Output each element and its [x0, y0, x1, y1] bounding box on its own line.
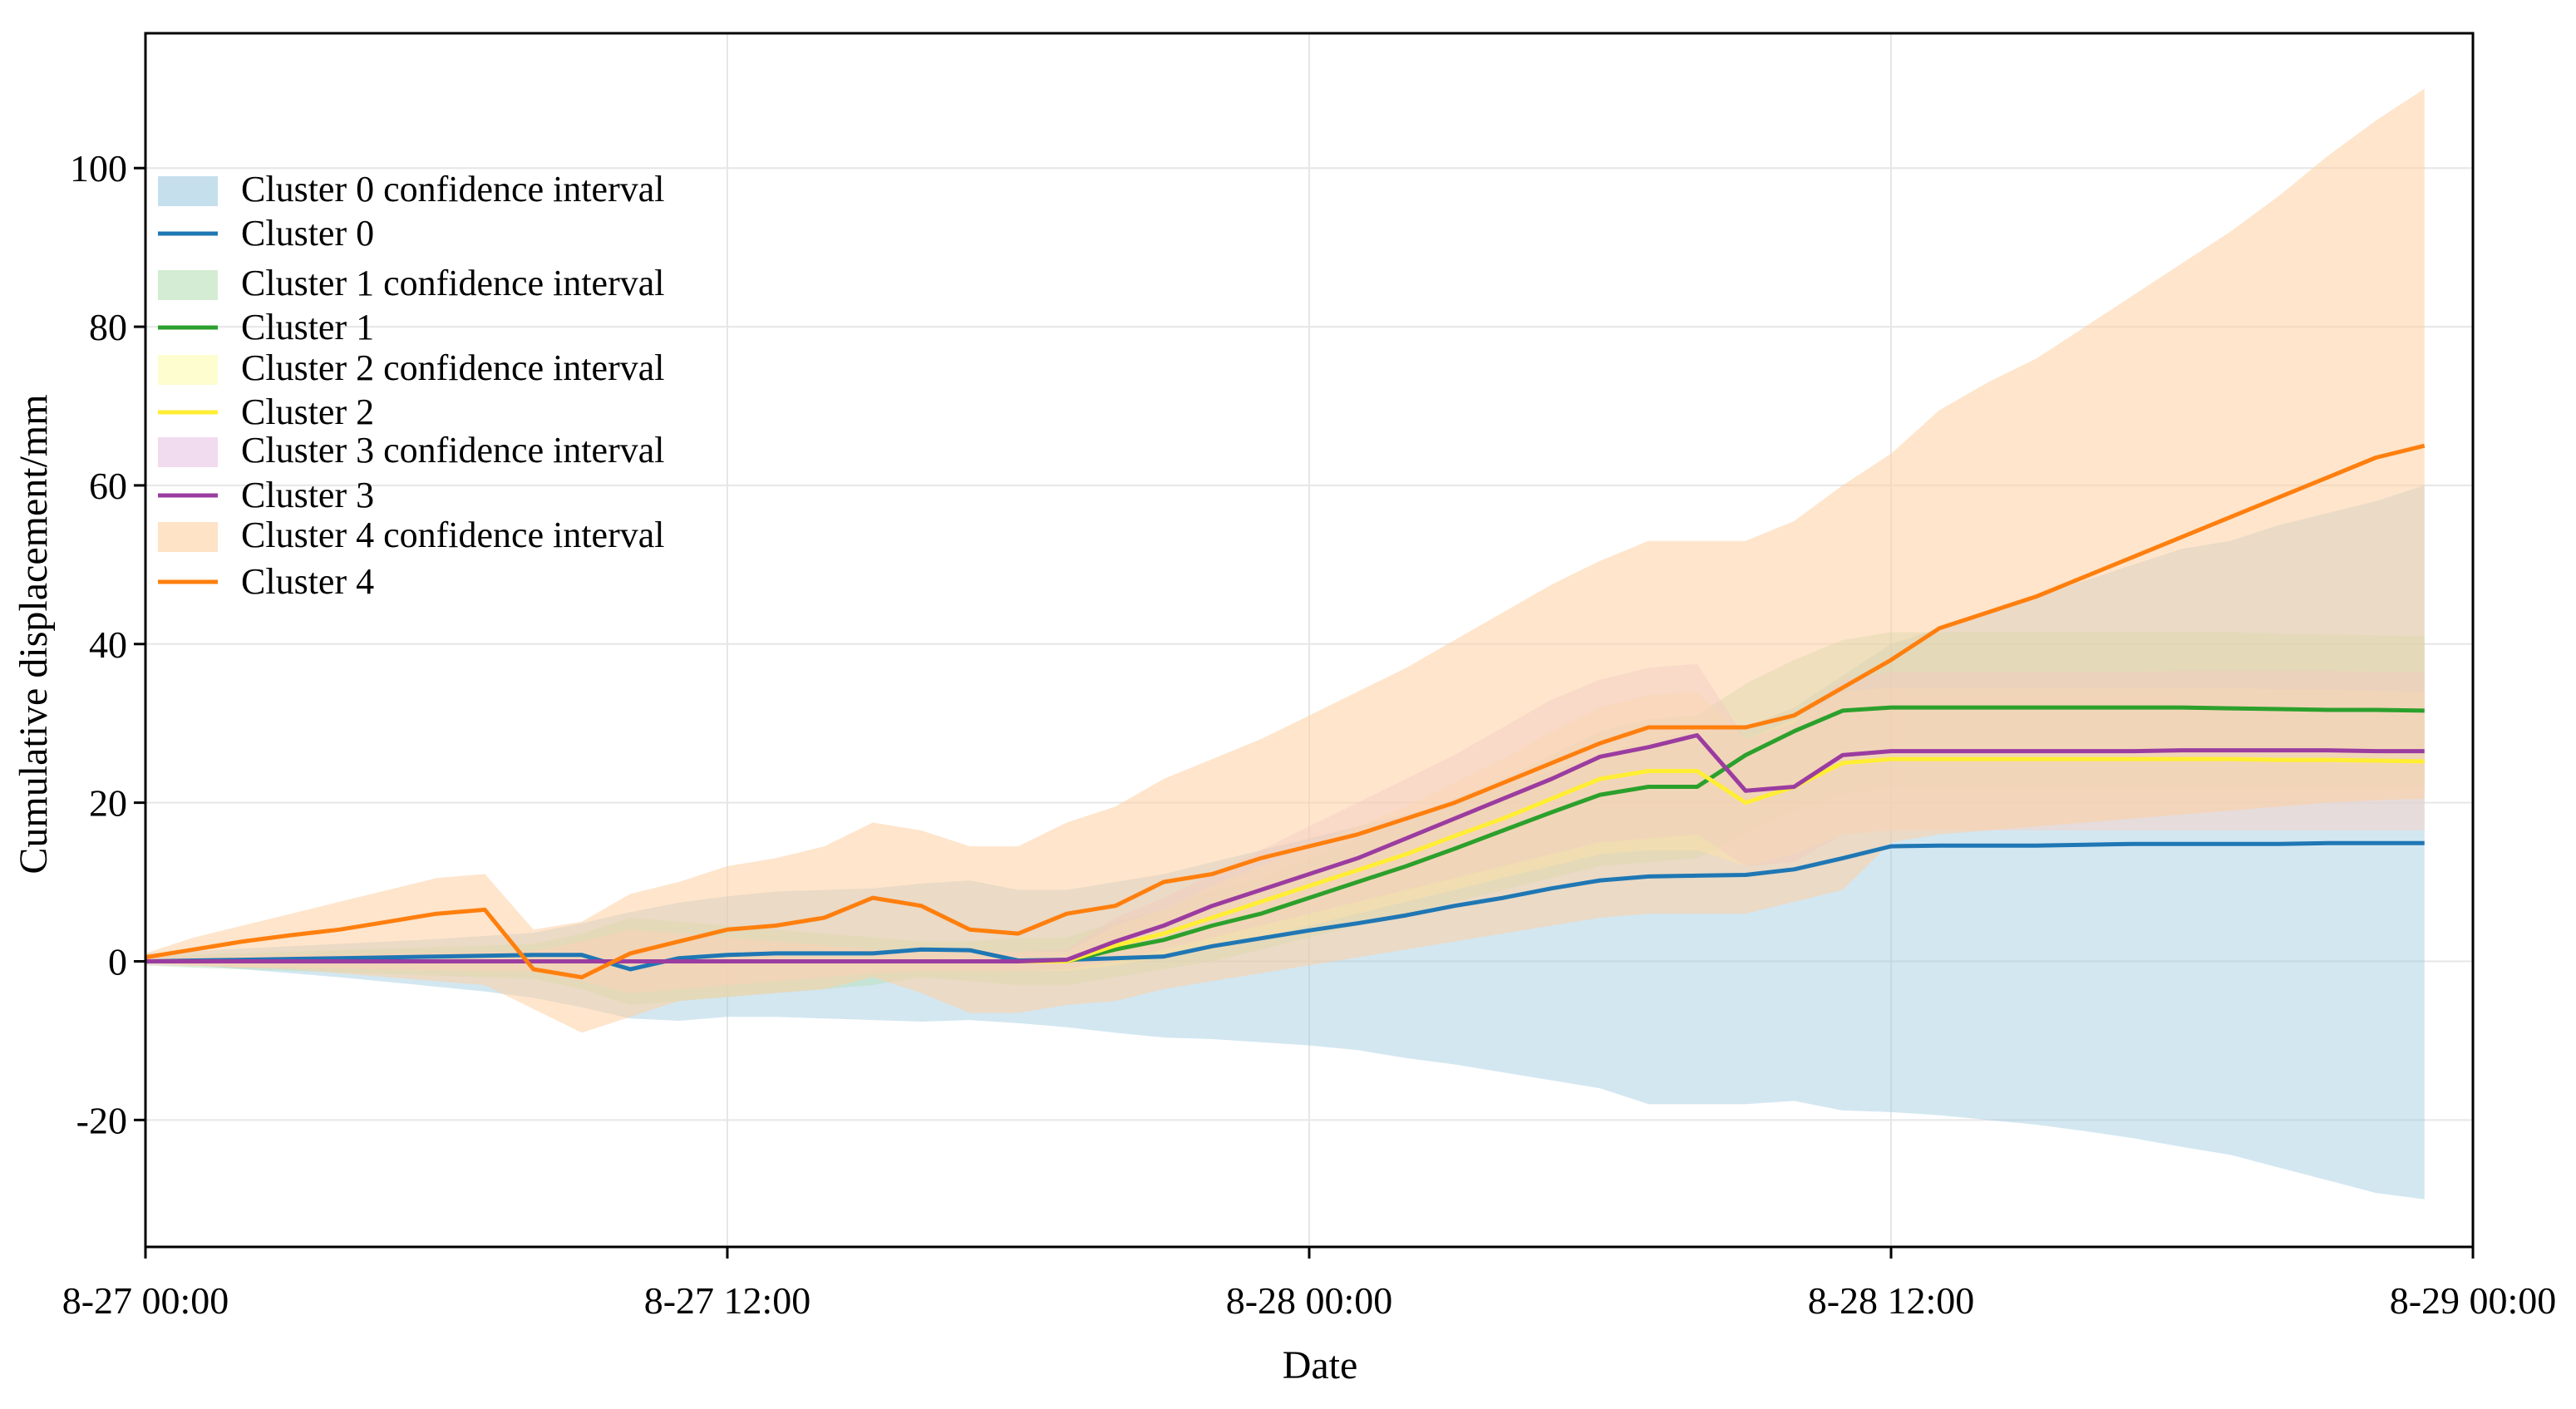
legend-label-ci-2: Cluster 2 confidence interval [241, 347, 664, 388]
y-axis-title: Cumulative displacement/mm [12, 394, 56, 874]
x-tick-label: 8-27 00:00 [62, 1279, 229, 1322]
legend-swatch-ci-2 [158, 355, 218, 385]
legend-swatch-ci-3 [158, 437, 218, 467]
x-tick-label: 8-27 12:00 [644, 1279, 811, 1322]
legend-label-ci-0: Cluster 0 confidence interval [241, 169, 664, 209]
legend-label-line-2: Cluster 2 [241, 392, 374, 432]
y-tick-label: 80 [89, 306, 127, 348]
confidence-band-cluster-0 [145, 485, 2425, 1200]
legend-label-ci-3: Cluster 3 confidence interval [241, 430, 664, 470]
x-tick-label: 8-28 00:00 [1226, 1279, 1393, 1322]
legend-label-ci-4: Cluster 4 confidence interval [241, 515, 664, 555]
y-tick-label: 40 [89, 623, 127, 666]
series-lines [145, 443, 2426, 980]
series-line-cluster-0 [145, 840, 2425, 972]
y-tick-label: -20 [76, 1099, 127, 1141]
legend-swatch-ci-0 [158, 176, 218, 206]
legend-label-ci-1: Cluster 1 confidence interval [241, 263, 664, 303]
legend-label-line-4: Cluster 4 [241, 561, 374, 602]
legend-swatch-ci-1 [158, 270, 218, 300]
x-tick-label: 8-28 12:00 [1808, 1279, 1975, 1322]
legend-swatch-ci-4 [158, 522, 218, 552]
series-line-cluster-4 [145, 443, 2426, 980]
y-tick-label: 100 [70, 147, 127, 190]
x-tick-label: 8-29 00:00 [2390, 1279, 2557, 1322]
confidence-band-cluster-4 [145, 88, 2425, 1033]
y-tick-label: 60 [89, 465, 127, 507]
legend-label-line-0: Cluster 0 [241, 213, 374, 254]
y-tick-label: 0 [108, 940, 127, 983]
axis-ticks: 8-27 00:00 8-27 12:00 8-28 00:00 8-28 12:00… [62, 147, 2557, 1322]
x-axis-title: Date [1283, 1343, 1358, 1387]
legend-label-line-3: Cluster 3 [241, 475, 374, 515]
legend-label-line-1: Cluster 1 [241, 307, 374, 347]
y-tick-label: 20 [89, 782, 127, 825]
